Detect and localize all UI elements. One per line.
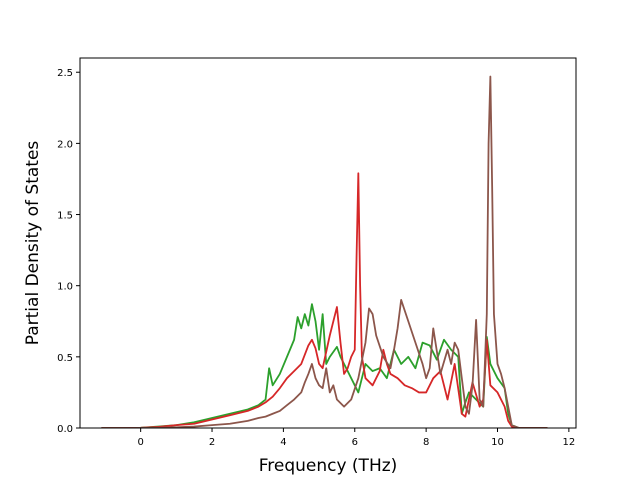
y-axis-label: Partial Density of States [23,141,43,346]
x-tick-label: 12 [562,437,575,448]
series-line-2 [101,75,548,428]
y-tick-label: 0.0 [57,424,73,435]
y-tick-label: 1.0 [57,282,73,293]
x-tick-label: 0 [137,437,143,448]
y-tick-label: 2.5 [57,68,73,79]
plot-frame [79,57,577,429]
x-tick-label: 2 [209,437,215,448]
x-tick-label: 4 [280,437,286,448]
x-axis-label: Frequency (THz) [259,456,398,476]
series-line-1 [101,172,548,428]
y-tick-label: 0.5 [57,353,73,364]
y-tick-label: 1.5 [57,211,73,222]
series-layer [101,75,548,428]
x-tick-label: 6 [352,437,358,448]
y-tick-label: 2.0 [57,139,73,150]
x-axis-ticks: 0 2 4 6 8 10 12 [137,428,575,448]
x-tick-label: 10 [491,437,504,448]
x-tick-label: 8 [423,437,429,448]
y-axis-ticks: 0.0 0.5 1.0 1.5 2.0 2.5 [57,68,80,435]
